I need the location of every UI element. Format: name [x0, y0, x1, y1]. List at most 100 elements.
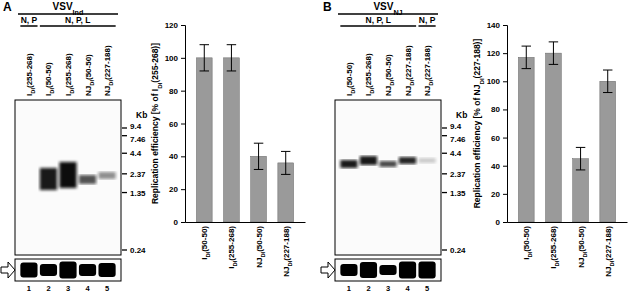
- size-tick: [122, 127, 127, 128]
- lane-label: NJDI(227-188): [103, 45, 114, 96]
- group-line: [20, 25, 37, 27]
- y-tick: 20: [491, 190, 507, 199]
- y-tick-label: 40: [491, 162, 500, 171]
- strip-band: [79, 264, 96, 276]
- gel-band: [360, 156, 377, 165]
- bar: [546, 53, 562, 222]
- error-bar: [603, 70, 612, 93]
- y-tick: 40: [491, 162, 507, 171]
- panel-letter: A: [3, 0, 12, 14]
- strip-band: [59, 262, 76, 279]
- size-tick: [122, 173, 127, 174]
- size-label: 0.24: [130, 246, 146, 255]
- y-tick-mark: [503, 222, 507, 223]
- arrow: [1, 262, 15, 278]
- error-bar: [227, 45, 236, 71]
- lane-number: 4: [85, 284, 90, 293]
- y-tick-mark: [503, 166, 507, 167]
- strip-band: [40, 264, 57, 276]
- y-axis-line: [503, 26, 508, 223]
- y-tick-label: 0: [496, 218, 501, 227]
- group-label: N, P, L: [65, 15, 90, 25]
- y-tick: 100: [165, 54, 185, 63]
- gel-band: [59, 162, 76, 188]
- y-tick: 60: [491, 134, 507, 143]
- lane-label: IDI(50-50): [345, 62, 356, 96]
- y-tick: 20: [169, 185, 185, 194]
- figure: AVSVIndN, PN, P, LIDI(255-268)IDI(50-50)…: [0, 0, 640, 295]
- error-bar: [549, 42, 558, 65]
- group-label: N, P: [419, 15, 436, 25]
- size-label: 2.37: [450, 170, 466, 179]
- size-tick: [442, 192, 447, 193]
- gel-panel: BVSVNJN, P, LN, PIDI(50-50)IDI(255-268)N…: [321, 0, 467, 293]
- lane-number: 2: [366, 284, 370, 293]
- y-tick-label: 20: [169, 185, 178, 194]
- gel-band: [399, 157, 416, 164]
- group-label: N, P: [21, 15, 38, 25]
- size-label: 9.4: [130, 122, 142, 131]
- strip-band: [360, 262, 377, 278]
- size-label: 9.4: [450, 122, 462, 131]
- y-tick: 100: [487, 77, 507, 86]
- x-tick-label: NJDI(50-50): [577, 226, 588, 268]
- size-unit: Kb: [136, 110, 147, 120]
- y-tick-mark: [181, 25, 185, 26]
- size-unit: Kb: [456, 110, 467, 120]
- y-tick-label: 20: [491, 190, 500, 199]
- lane-number: 5: [105, 284, 109, 293]
- y-tick-label: 60: [169, 120, 178, 129]
- y-tick-mark: [181, 124, 185, 125]
- lane-label: IDI(255-268): [364, 53, 375, 96]
- error-bar: [254, 143, 263, 169]
- bar: [600, 81, 616, 222]
- y-tick-label: 0: [174, 218, 179, 227]
- x-tick-label: IDI(255-268): [549, 226, 560, 269]
- size-label: 1.35: [450, 189, 466, 198]
- lane-label: NJDI(50-50): [384, 54, 395, 96]
- lane-label: IDI(50-50): [44, 62, 55, 96]
- error-bar: [522, 46, 531, 69]
- bar: [518, 57, 534, 222]
- y-tick-label: 80: [169, 87, 178, 96]
- strip-band: [379, 265, 396, 275]
- y-axis-title: Replication efficiency [% of IDI(255-268…: [150, 43, 163, 204]
- y-tick-mark: [503, 81, 507, 82]
- y-tick-label: 80: [491, 105, 500, 114]
- y-tick-label: 120: [487, 49, 501, 58]
- error-bar: [281, 151, 290, 174]
- strip-band: [340, 264, 357, 276]
- size-tick: [442, 135, 447, 136]
- x-axis: [186, 222, 306, 224]
- strip-frame: [15, 259, 121, 281]
- y-tick-mark: [181, 58, 185, 59]
- size-tick: [122, 249, 127, 250]
- lane-number: 3: [386, 284, 390, 293]
- size-tick: [442, 249, 447, 250]
- x-axis-line: [186, 222, 306, 223]
- group-line: [340, 25, 416, 27]
- x-tick-label: IDI(255-268): [227, 226, 238, 269]
- y-tick: 80: [491, 105, 507, 114]
- y-axis: 020406080100120: [165, 21, 186, 227]
- bar-chart: 020406080100120IDI(50-50)IDI(255-268)NJD…: [150, 21, 306, 277]
- strip-band: [20, 263, 37, 278]
- plot-area: [196, 45, 293, 222]
- strip-frame: [335, 259, 441, 281]
- y-tick-mark: [503, 138, 507, 139]
- y-tick-label: 140: [487, 21, 501, 30]
- size-label: 4.4: [130, 149, 142, 158]
- gel-band: [98, 172, 115, 179]
- y-axis-line: [181, 26, 186, 223]
- y-tick: 60: [169, 120, 185, 129]
- lane-label: NJDI(227-188): [423, 45, 434, 96]
- y-axis-title: Replication efficiency [% of NJDI(227-18…: [472, 39, 485, 209]
- lane-number: 4: [405, 284, 410, 293]
- size-tick: [122, 153, 127, 154]
- y-tick: 0: [174, 218, 185, 227]
- lane-number: 1: [347, 284, 351, 293]
- y-axis: 0 20 40 60 80 100 120 140: [487, 21, 508, 227]
- x-tick-label: IDI(50-50): [200, 226, 211, 260]
- size-label: 2.37: [130, 170, 146, 179]
- y-tick-mark: [503, 194, 507, 195]
